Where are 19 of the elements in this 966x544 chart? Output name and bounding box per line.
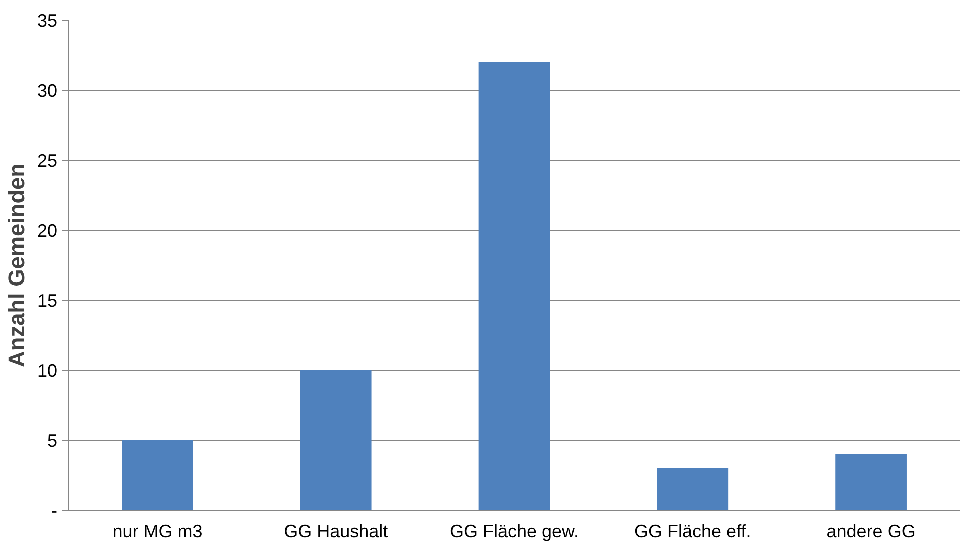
y-axis-title: Anzahl Gemeinden [3, 164, 30, 368]
bar [836, 454, 907, 510]
y-tick-label: 30 [37, 81, 58, 101]
bar [122, 440, 194, 510]
x-tick-label: andere GG [826, 522, 916, 542]
y-tick-label: 15 [37, 291, 58, 311]
y-tick-label: - [52, 501, 58, 521]
x-tick-label: GG Fläche gew. [450, 522, 580, 542]
bar [657, 468, 729, 510]
bar [478, 62, 550, 510]
x-tick-label: nur MG m3 [112, 522, 203, 542]
y-tick-label: 10 [37, 361, 58, 381]
x-tick-label: GG Fläche eff. [634, 522, 752, 542]
y-tick-label: 25 [37, 151, 58, 171]
y-tick-label: 5 [47, 431, 58, 451]
x-tick-label: GG Haushalt [284, 522, 388, 542]
y-tick-label: 35 [37, 11, 58, 31]
y-tick-label: 20 [37, 221, 58, 241]
bar [300, 370, 372, 510]
